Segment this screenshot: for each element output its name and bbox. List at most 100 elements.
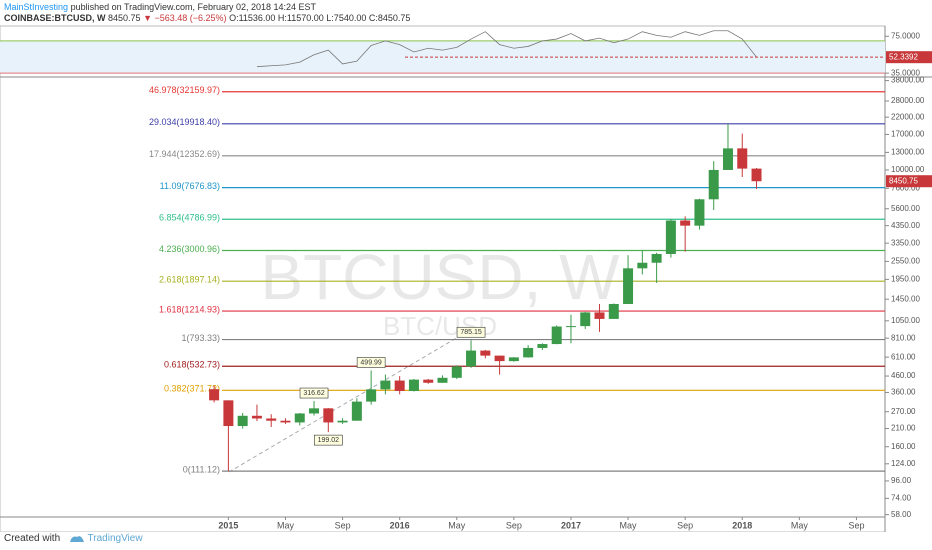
candle-body — [309, 408, 320, 414]
y-tick-label: 124.00 — [891, 459, 916, 468]
x-tick-label: Sep — [677, 520, 693, 530]
y-tick-label: 4350.00 — [891, 221, 920, 230]
x-tick-label: May — [277, 520, 295, 530]
fib-label: 4.236(3000.96) — [159, 244, 220, 254]
y-tick-label: 35.0000 — [891, 68, 920, 77]
fib-label: 0.618(532.73) — [164, 360, 220, 370]
x-tick-label: 2018 — [732, 520, 752, 530]
fib-label: 46.978(32159.97) — [149, 85, 220, 95]
candle-body — [294, 413, 305, 423]
candle-body — [665, 220, 676, 254]
candle-body — [680, 220, 691, 226]
y-tick-label: 58.00 — [891, 510, 912, 519]
x-tick-label: 2017 — [561, 520, 581, 530]
y-tick-label: 810.00 — [891, 333, 916, 342]
annotation-label: 199.02 — [318, 437, 340, 444]
y-tick-label: 13000.00 — [891, 147, 925, 156]
published: published on TradingView.com, February 0… — [70, 2, 317, 12]
ohlc: O:11536.00 H:11570.00 L:7540.00 C:8450.7… — [229, 13, 411, 23]
candle-body — [751, 168, 762, 182]
candle-body — [408, 379, 419, 391]
x-tick-label: 2015 — [218, 520, 238, 530]
publish-line: MainStInvesting published on TradingView… — [4, 2, 316, 12]
candle-body — [508, 357, 519, 362]
annotation-box — [299, 387, 329, 399]
candle-body — [451, 366, 462, 378]
y-tick-label: 38000.00 — [891, 76, 925, 85]
y-tick-label: 7600.00 — [891, 183, 920, 192]
y-tick-label: 2550.00 — [891, 257, 920, 266]
annotation-box — [356, 357, 386, 368]
candle-body — [323, 408, 334, 423]
fib-label: 2.618(1897.14) — [159, 275, 220, 285]
candle-body — [280, 420, 291, 423]
annotation-label: 316.62 — [303, 390, 325, 397]
x-tick-label: Sep — [335, 520, 351, 530]
candle-body — [565, 326, 576, 328]
candle-body — [380, 380, 391, 390]
x-tick-label: May — [448, 520, 466, 530]
candle-body — [651, 253, 662, 263]
x-tick-label: May — [791, 520, 809, 530]
fib-label: 17.944(12352.69) — [149, 149, 220, 159]
y-tick-label: 360.00 — [891, 388, 916, 397]
candle-body — [466, 350, 477, 367]
fib-label: 11.09(7676.83) — [160, 181, 220, 191]
candle-body — [523, 347, 534, 358]
candle-body — [623, 268, 634, 304]
candle-body — [223, 400, 234, 427]
candle-body — [437, 377, 448, 383]
last-price-label: 8450.75 — [889, 176, 918, 185]
candle-body — [266, 418, 277, 421]
candle-body — [251, 415, 262, 419]
annotation-label: 499.99 — [360, 359, 382, 366]
candle-body — [694, 199, 705, 226]
y-tick-label: 460.00 — [891, 371, 916, 380]
candle-body — [366, 389, 377, 402]
y-tick-label: 96.00 — [891, 476, 912, 485]
candle-body — [637, 262, 648, 269]
rsi-last-box — [886, 51, 932, 64]
publisher[interactable]: MainStInvesting — [4, 2, 69, 12]
symbol: COINBASE:BTCUSD, W — [4, 13, 106, 23]
y-tick-label: 28000.00 — [891, 96, 925, 105]
y-tick-label: 270.00 — [891, 407, 916, 416]
annotation-label: 785.15 — [460, 329, 482, 336]
change: ▼ −563.48 (−6.25%) — [143, 13, 227, 23]
last: 8450.75 — [108, 13, 141, 23]
y-tick-label: 5600.00 — [891, 204, 920, 213]
candle-body — [209, 389, 220, 401]
footer: Created with TradingView — [4, 533, 143, 544]
y-tick-label: 1950.00 — [891, 274, 920, 283]
candle-body — [722, 148, 733, 170]
y-tick-label: 160.00 — [891, 442, 916, 451]
y-tick-label: 210.00 — [891, 424, 916, 433]
fib-trend-line — [228, 329, 471, 473]
logo — [69, 536, 84, 543]
y-tick-label: 1050.00 — [891, 316, 920, 325]
candle-body — [237, 415, 248, 427]
y-tick-label: 10000.00 — [891, 165, 925, 174]
y-tick-label: 75.0000 — [891, 31, 920, 40]
candle-body — [551, 326, 562, 345]
x-tick-label: 2016 — [390, 520, 410, 530]
fib-label: 0(111.12) — [183, 465, 220, 475]
fib-label: 0.382(371.73) — [164, 384, 220, 394]
candle-body — [580, 312, 591, 327]
y-tick-label: 1450.00 — [891, 294, 920, 303]
fib-label: 6.854(4786.99) — [159, 213, 220, 223]
candle-body — [480, 350, 491, 356]
annotation-box — [456, 326, 486, 338]
rsi-last-label: 52.3392 — [889, 52, 918, 61]
created-with: Created with — [4, 533, 61, 544]
y-tick-label: 610.00 — [891, 352, 916, 361]
candle-body — [608, 303, 619, 319]
candle-body — [351, 401, 362, 421]
x-tick-label: May — [620, 520, 638, 530]
candle-body — [423, 379, 434, 383]
brand[interactable]: TradingView — [87, 533, 143, 544]
x-tick-label: Sep — [848, 520, 864, 530]
candle-body — [594, 312, 605, 319]
